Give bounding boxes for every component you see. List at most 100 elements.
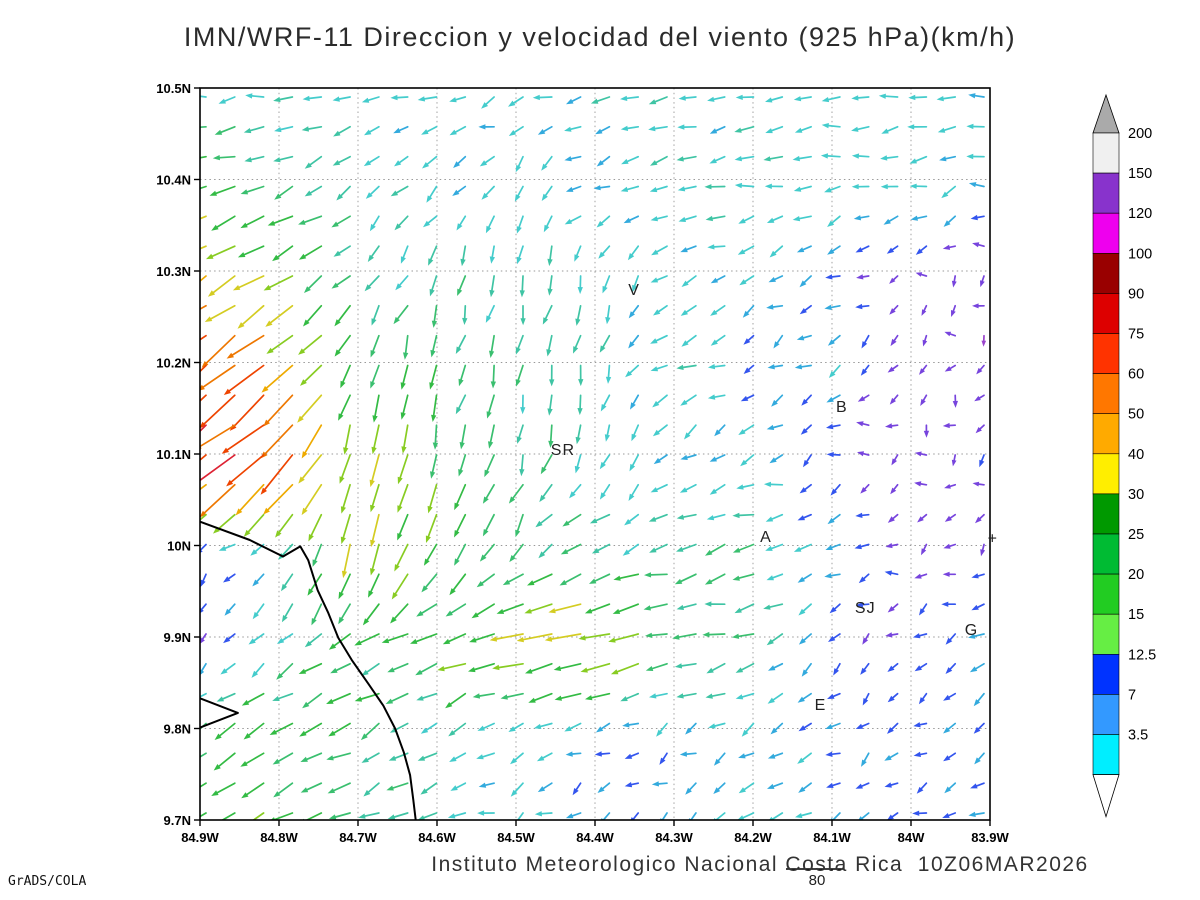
wind-arrow [301, 483, 323, 516]
colorbar-band [1092, 333, 1120, 374]
wind-arrow [421, 573, 438, 593]
colorbar-tick-label: 7 [1128, 687, 1136, 703]
wind-arrow [707, 364, 726, 370]
wind-arrow [974, 752, 985, 765]
colorbar-under-cap [1092, 774, 1120, 818]
wind-arrow [735, 94, 755, 100]
wind-arrow [569, 483, 582, 499]
wind-arrow [224, 603, 236, 616]
wind-arrow [826, 452, 841, 458]
wind-arrow [709, 454, 726, 462]
wind-arrow [764, 183, 784, 189]
wind-arrow [797, 513, 812, 521]
wind-arrow [200, 662, 207, 676]
wind-arrow [417, 812, 438, 820]
wind-arrow [767, 782, 784, 789]
colorbar-band [1092, 132, 1120, 174]
wind-arrow [432, 424, 439, 450]
wind-arrow [364, 125, 380, 136]
wind-arrow [226, 334, 265, 359]
lat-tick-label: 9.7N [164, 813, 191, 828]
wind-arrow [651, 781, 668, 787]
wind-arrow [672, 633, 697, 640]
wind-arrow [562, 513, 582, 527]
wind-arrow [743, 364, 755, 374]
wind-arrow [248, 633, 265, 645]
wind-arrow [457, 275, 467, 296]
wind-arrow [218, 96, 236, 104]
wind-arrow [651, 245, 668, 256]
wind-arrow [244, 155, 265, 163]
wind-arrow [575, 304, 582, 326]
wind-arrow [890, 483, 899, 495]
wind-arrow [484, 454, 495, 478]
wind-arrow [887, 364, 899, 373]
wind-arrow [328, 722, 351, 737]
wind-arrow [913, 751, 928, 757]
lat-tick-label: 10.2N [156, 356, 191, 371]
wind-arrow [449, 125, 467, 136]
wind-arrow [449, 96, 467, 103]
wind-arrow [333, 125, 351, 137]
wind-arrow [827, 334, 841, 346]
coastline-main [200, 520, 417, 820]
wind-arrow [645, 662, 668, 671]
wind-arrow [326, 692, 351, 704]
wind-arrow [300, 782, 323, 793]
wind-arrow [459, 424, 467, 450]
wind-arrow [944, 364, 957, 372]
wind-arrow [887, 603, 899, 613]
wind-arrow [515, 155, 524, 173]
wind-arrow [274, 125, 294, 133]
wind-arrow [401, 424, 409, 454]
wind-arrow [799, 304, 812, 315]
wind-arrow [798, 722, 812, 732]
wind-arrow [714, 424, 726, 437]
wind-arrow [200, 155, 207, 159]
wind-arrow [403, 334, 409, 360]
wind-arrow [200, 215, 207, 220]
wind-arrow [564, 155, 582, 162]
wind-arrow [766, 424, 784, 430]
lon-tick-label: 83.9W [971, 830, 1009, 845]
wind-arrow [594, 751, 611, 757]
wind-arrow [431, 304, 438, 328]
wind-arrow [855, 245, 870, 253]
wind-arrow [738, 424, 755, 435]
wind-arrow [880, 155, 899, 161]
colorbar-band [1092, 694, 1120, 735]
wind-arrow [516, 245, 524, 265]
wind-arrow [298, 245, 323, 260]
wind-arrow [527, 573, 553, 586]
wind-arrow [245, 93, 265, 99]
wind-arrow [276, 633, 294, 644]
colorbar-tick-label: 20 [1128, 567, 1144, 583]
wind-arrow [620, 95, 640, 101]
wind-arrow [300, 364, 323, 386]
colorbar-tick-label: 200 [1128, 126, 1152, 142]
wind-arrow [369, 454, 380, 488]
wind-arrow [628, 334, 640, 349]
wind-arrow [541, 185, 553, 201]
wind-arrow [213, 752, 236, 771]
wind-arrow [485, 304, 495, 323]
wind-arrow [650, 155, 668, 166]
colorbar-tick-label: 60 [1128, 367, 1144, 383]
wind-arrow [273, 782, 294, 798]
wind-arrow [851, 125, 870, 132]
wind-arrow [515, 334, 524, 355]
wind-arrow [509, 543, 524, 563]
wind-arrow [479, 543, 495, 562]
wind-arrow [830, 812, 841, 820]
wind-arrow [472, 692, 495, 699]
wind-arrow [394, 215, 409, 231]
wind-arrow [584, 603, 611, 614]
wind-arrow [580, 662, 611, 673]
wind-arrow [395, 275, 409, 291]
wind-arrow [801, 394, 812, 406]
wind-arrow [884, 752, 899, 761]
wind-arrow [241, 782, 265, 799]
lon-tick-label: 84.8W [260, 830, 298, 845]
wind-arrow [237, 245, 265, 258]
wind-arrow [680, 304, 697, 316]
